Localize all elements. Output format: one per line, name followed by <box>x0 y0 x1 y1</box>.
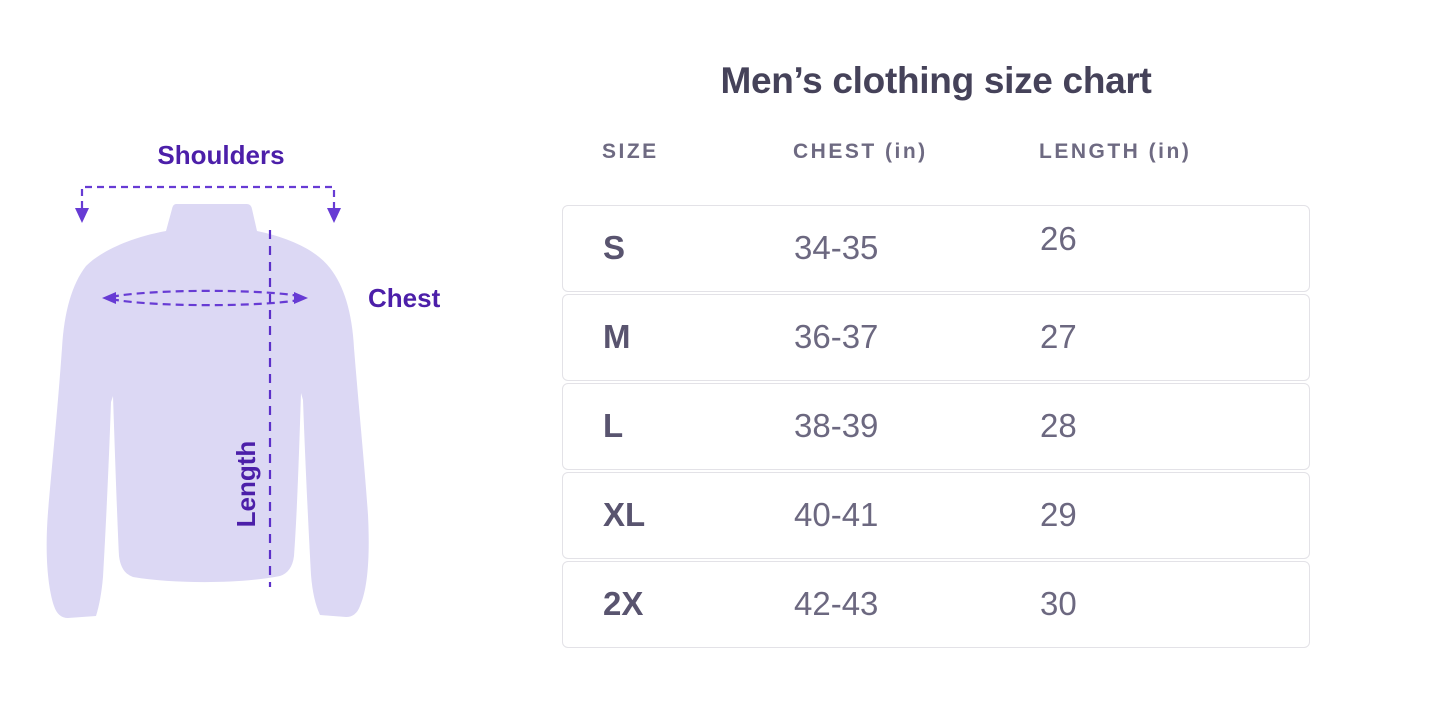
cell-size: L <box>603 407 624 445</box>
table-row: S 34-35 26 <box>562 205 1310 292</box>
cell-chest: 34-35 <box>794 229 879 267</box>
shoulders-measure-line <box>80 185 336 208</box>
cell-length-value: 28 <box>1040 407 1077 445</box>
shoulders-arrowhead-right <box>327 208 341 223</box>
table-row: M 36-37 27 <box>562 294 1310 381</box>
shirt-measurement-diagram <box>46 185 369 618</box>
table-row: L 38-39 28 <box>562 383 1310 470</box>
cell-chest: 36-37 <box>794 318 879 356</box>
page-title: Men’s clothing size chart <box>720 60 1152 101</box>
cell-length: 27 <box>1040 318 1309 356</box>
cell-chest: 42-43 <box>794 585 879 623</box>
table-row: 2X 42-43 30 <box>562 561 1310 648</box>
header-chest: CHEST (in) <box>793 140 928 163</box>
cell-length-value: 30 <box>1040 585 1077 623</box>
cell-length-value: 29 <box>1040 496 1077 534</box>
cell-length: 28 <box>1040 407 1309 445</box>
cell-size: 2X <box>603 585 644 623</box>
chest-label: Chest <box>368 283 441 313</box>
header-size: SIZE <box>602 140 659 163</box>
cell-length: 29 <box>1040 496 1309 534</box>
chest-arrowhead-left <box>102 292 116 304</box>
shoulders-label: Shoulders <box>157 140 285 170</box>
chest-measure-ellipse-bottom <box>110 297 300 307</box>
table-row: XL 40-41 29 <box>562 472 1310 559</box>
chest-arrowhead-right <box>294 292 308 304</box>
cell-chest: 38-39 <box>794 407 879 445</box>
header-length: LENGTH (in) <box>1039 140 1192 163</box>
size-table: S 34-35 26 M 36-37 27 L 38-39 28 XL 40-4… <box>562 205 1310 648</box>
chest-measure-ellipse-top <box>110 289 300 299</box>
shirt-silhouette <box>46 204 369 618</box>
cell-length: 30 <box>1040 585 1309 623</box>
cell-size: M <box>603 318 631 356</box>
cell-size: S <box>603 229 626 267</box>
table-header-row: SIZE CHEST (in) LENGTH (in) <box>562 139 1310 165</box>
cell-length: 26 <box>1040 220 1309 267</box>
cell-chest: 40-41 <box>794 496 879 534</box>
cell-length-value: 27 <box>1040 318 1077 356</box>
cell-size: XL <box>603 496 646 534</box>
cell-length-value: 26 <box>1040 220 1077 258</box>
shoulders-arrowhead-left <box>75 208 89 223</box>
length-label: Length <box>231 440 261 528</box>
